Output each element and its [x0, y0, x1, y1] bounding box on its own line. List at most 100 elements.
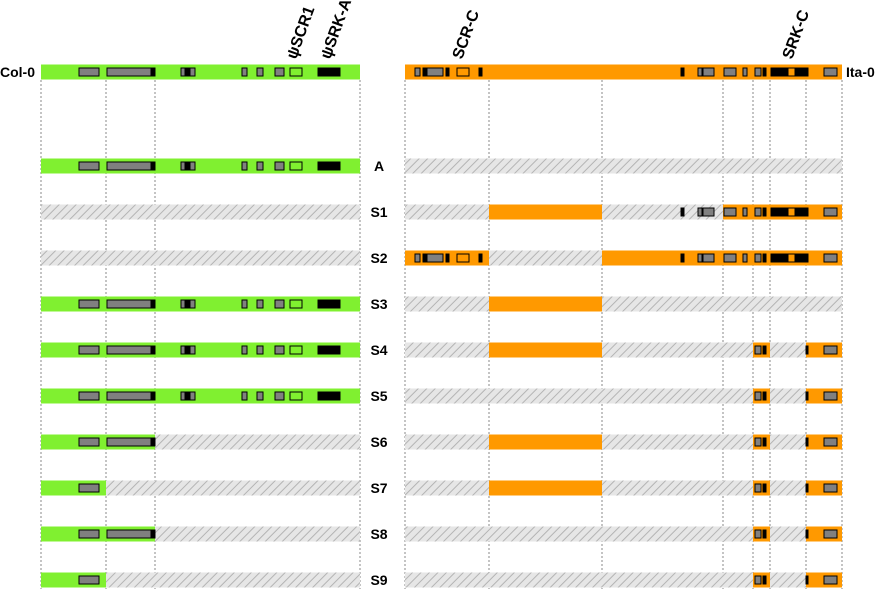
gene-feature-mark: [317, 67, 321, 77]
right-hatch-background: [405, 296, 842, 312]
gene-feature-mark: [323, 67, 328, 77]
left-accession-label: Col-0: [0, 64, 35, 80]
gene-feature-mark: [779, 253, 783, 263]
gene-feature-mark: [723, 67, 737, 77]
gene-feature-mark: [241, 161, 248, 171]
gene-feature-mark: [779, 207, 783, 217]
left-hatch-background: [41, 250, 360, 266]
gene-feature-mark: [78, 345, 100, 355]
right-hatch-background: [405, 572, 842, 588]
left-hatch-background: [41, 204, 360, 220]
gene-feature-mark: [241, 67, 248, 77]
left-hatch-background: [41, 572, 360, 588]
gene-feature-mark: [456, 67, 470, 77]
row-label: S6: [370, 434, 387, 450]
gene-feature-mark: [754, 483, 762, 493]
gene-feature-mark: [152, 345, 156, 355]
ita-segment-R2: [489, 342, 602, 358]
gene-feature-mark: [152, 67, 156, 77]
gene-feature-mark: [823, 345, 838, 355]
gene-feature-mark: [180, 299, 186, 309]
gene-feature-mark: [779, 67, 783, 77]
gene-feature-mark: [787, 207, 796, 217]
gene-feature-mark: [742, 67, 748, 77]
gene-feature-mark: [180, 391, 186, 401]
gene-feature-mark: [241, 345, 248, 355]
gene-feature-mark: [189, 345, 196, 355]
gene-feature-mark: [189, 299, 196, 309]
gene-feature-mark: [805, 345, 809, 355]
gene-feature-mark: [762, 437, 767, 447]
gene-feature-mark: [274, 345, 285, 355]
gene-feature-mark: [323, 391, 328, 401]
gene-feature-mark: [78, 575, 100, 585]
row-label: S1: [370, 204, 387, 220]
gene-feature-mark: [317, 161, 321, 171]
ita-segment-R2: [489, 296, 602, 312]
row-label: S9: [370, 572, 387, 588]
gene-feature-mark: [317, 391, 321, 401]
gene-feature-mark: [773, 67, 777, 77]
gene-feature-mark: [823, 391, 838, 401]
gene-feature-mark: [782, 253, 788, 263]
gene-feature-mark: [445, 253, 450, 263]
gene-feature-mark: [327, 161, 341, 171]
gene-feature-mark: [241, 391, 248, 401]
gene-feature-mark: [823, 437, 838, 447]
gene-feature-mark: [702, 253, 715, 263]
gene-feature-mark: [773, 253, 777, 263]
row-label: S3: [370, 296, 387, 312]
gene-feature-mark: [426, 67, 444, 77]
gene-feature-mark: [323, 299, 328, 309]
gene-feature-mark: [823, 253, 838, 263]
ita-segment-R2: [489, 480, 602, 496]
gene-feature-mark: [754, 207, 762, 217]
gene-feature-mark: [422, 253, 427, 263]
gene-feature-mark: [106, 437, 152, 447]
row-label: S2: [370, 250, 387, 266]
gene-feature-mark: [78, 483, 100, 493]
gene-feature-mark: [762, 207, 767, 217]
rows-group: [41, 64, 842, 588]
gene-feature-mark: [185, 67, 190, 77]
right-hatch-background: [405, 158, 842, 174]
gene-feature-mark: [762, 483, 767, 493]
row-s8: [41, 526, 842, 542]
gene-feature-mark: [787, 253, 796, 263]
row-label: S7: [370, 480, 387, 496]
right-hatch-background: [405, 480, 842, 496]
gene-feature-mark: [152, 437, 156, 447]
gene-feature-mark: [78, 161, 100, 171]
right-hatch-background: [405, 526, 842, 542]
gene-feature-mark: [680, 253, 685, 263]
gene-feature-mark: [702, 207, 715, 217]
gene-feature-mark: [805, 529, 809, 539]
gene-feature-mark: [320, 161, 324, 171]
gene-feature-mark: [770, 253, 774, 263]
gene-feature-mark: [805, 391, 809, 401]
gene-feature-mark: [274, 391, 285, 401]
gene-feature-mark: [426, 253, 444, 263]
gene-feature-mark: [762, 67, 767, 77]
gene-feature-mark: [106, 67, 152, 77]
gene-feature-mark: [680, 207, 685, 217]
gene-feature-mark: [723, 207, 737, 217]
gene-label: SCR-C: [450, 8, 483, 62]
row-label: S4: [370, 342, 387, 358]
gene-feature-mark: [770, 67, 774, 77]
gene-feature-mark: [256, 161, 264, 171]
gene-feature-mark: [795, 253, 806, 263]
gene-feature-mark: [78, 391, 100, 401]
row-label: S5: [370, 388, 387, 404]
gene-feature-mark: [152, 161, 156, 171]
gene-feature-mark: [289, 345, 303, 355]
gene-feature-mark: [180, 345, 186, 355]
gene-feature-mark: [754, 345, 762, 355]
gene-feature-mark: [445, 67, 450, 77]
gene-feature-mark: [256, 391, 264, 401]
gene-feature-mark: [422, 67, 427, 77]
gene-feature-mark: [782, 207, 788, 217]
gene-label: ψSCR1: [284, 4, 319, 61]
gene-feature-mark: [323, 161, 328, 171]
